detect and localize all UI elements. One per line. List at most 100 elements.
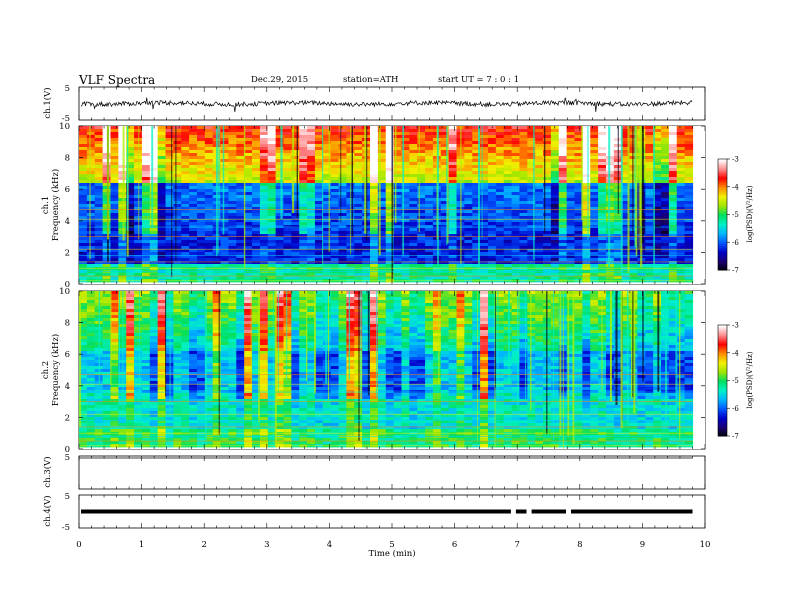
spectrogram-cell <box>118 267 127 271</box>
spectrogram-cell <box>535 156 544 160</box>
spectrogram-cell <box>291 216 300 220</box>
spectrogram-cell <box>244 204 253 208</box>
spectrogram-cell <box>275 300 285 304</box>
spectrogram-cell <box>409 249 418 253</box>
spectrogram-cell <box>338 165 348 169</box>
spectrogram-cell <box>204 159 214 163</box>
spectrogram-cell <box>314 132 324 136</box>
spectrogram-cell <box>511 150 521 154</box>
spectrogram-cell <box>228 186 237 190</box>
spectrogram-cell <box>299 237 308 241</box>
spectrogram-cell <box>267 150 277 154</box>
spectrogram-cell <box>275 222 285 226</box>
spectrogram-cell <box>291 291 300 295</box>
spectrogram-cell <box>173 135 182 139</box>
spectrogram-cell <box>252 306 261 310</box>
spectrogram-cell <box>621 222 631 226</box>
spectrogram-cell <box>141 135 151 139</box>
spectrogram-cell <box>330 174 340 178</box>
spectrogram-cell <box>86 201 96 205</box>
spectrogram-cell <box>244 195 253 199</box>
spectrogram-cell <box>385 159 395 163</box>
spectrogram-cell <box>362 255 371 259</box>
spectrogram-cell <box>550 267 560 271</box>
spectrogram-cell <box>141 225 151 229</box>
spectrogram-cell <box>574 144 583 148</box>
spectrogram-cell <box>519 135 528 139</box>
spectrogram-cell <box>495 156 505 160</box>
spectrogram-cell <box>252 252 261 256</box>
spectrogram-cell <box>629 249 639 253</box>
spectrogram-cell <box>134 204 143 208</box>
spectrogram-cell <box>377 150 387 154</box>
spectrogram-cell <box>417 225 426 229</box>
spectrogram-cell <box>267 213 277 217</box>
spectrogram-cell <box>668 231 678 235</box>
spectrogram-cell <box>134 225 143 229</box>
spectrogram-cell <box>511 165 521 169</box>
spectrogram-cell <box>621 165 631 169</box>
spectrogram-cell <box>228 198 237 202</box>
spectrogram-cell <box>574 312 583 316</box>
ch1-spec-ylabel-top: ch.1 <box>41 196 51 214</box>
spectrogram-cell <box>621 141 631 145</box>
spectrogram-cell <box>338 237 348 241</box>
spectrogram-cell <box>440 264 450 268</box>
spectrogram-cell <box>495 312 505 316</box>
spectrogram-cell <box>511 249 521 253</box>
spectrogram-cell <box>401 177 410 181</box>
spectrogram-cell <box>676 171 686 175</box>
spectrogram-cell <box>86 183 96 187</box>
spectrogram-cell <box>259 189 269 193</box>
spectrogram-cell <box>448 201 458 205</box>
spectrogram-cell <box>196 159 206 163</box>
spectrogram-cell <box>511 189 521 193</box>
spectrogram-cell <box>543 132 552 136</box>
spectrogram-cell <box>141 234 151 238</box>
spectrogram-cell <box>267 162 277 166</box>
spectrogram-cell <box>330 297 340 301</box>
spectrogram-cell <box>401 207 410 211</box>
spectrogram-cell <box>613 234 623 238</box>
spectrogram-cell <box>661 174 670 178</box>
spectrogram-cell <box>393 255 403 259</box>
spectrogram-cell <box>393 261 403 265</box>
spectrogram-cell <box>165 192 174 196</box>
spectrogram-cell <box>338 171 348 175</box>
spectrogram-cell <box>440 159 450 163</box>
spectrogram-cell <box>503 171 513 175</box>
spectrogram-cell <box>668 174 678 178</box>
spectrogram-cell <box>330 228 340 232</box>
spectrogram-cell <box>653 222 662 226</box>
spectrogram-cell <box>377 297 387 301</box>
spectrogram-cell <box>385 144 395 148</box>
spectrogram-cell <box>440 147 450 151</box>
spectrogram-cell <box>582 243 591 247</box>
spectrogram-cell <box>668 270 678 274</box>
spectrogram-cell <box>377 249 387 253</box>
spectrogram-cell <box>307 312 316 316</box>
spectrogram-cell <box>236 240 245 244</box>
spectrogram-cell <box>165 126 174 130</box>
spectrogram-cell <box>259 174 269 178</box>
spectrogram-cell <box>330 243 340 247</box>
spectrogram-cell <box>535 213 544 217</box>
spectrogram-cell <box>283 249 292 253</box>
spectrogram-cell <box>291 243 300 247</box>
spectrogram-cell <box>409 219 418 223</box>
spectrogram-cell <box>259 171 269 175</box>
spectrogram-cell <box>417 198 426 202</box>
spectrogram-cell <box>629 144 639 148</box>
spectrogram-cell <box>173 144 182 148</box>
spectrogram-cell <box>440 204 450 208</box>
spectrogram-cell <box>550 147 560 151</box>
spectrogram-cell <box>440 126 450 130</box>
spectrogram-cell <box>543 270 552 274</box>
spectrogram-cell <box>598 198 607 202</box>
spectrogram-cell <box>126 234 135 238</box>
spectrogram-cell <box>330 219 340 223</box>
spectrogram-cell <box>149 297 159 301</box>
spectrogram-cell <box>157 180 167 184</box>
spectrogram-cell <box>228 312 237 316</box>
spectrogram-cell <box>314 174 324 178</box>
